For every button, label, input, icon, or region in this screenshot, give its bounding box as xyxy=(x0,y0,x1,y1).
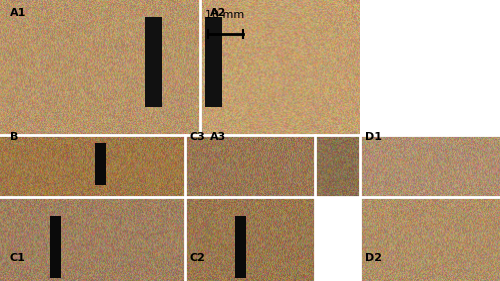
Text: A1: A1 xyxy=(10,8,26,19)
FancyBboxPatch shape xyxy=(145,17,162,107)
Text: A3: A3 xyxy=(210,132,226,142)
FancyBboxPatch shape xyxy=(50,216,61,278)
Text: C2: C2 xyxy=(190,253,206,263)
Text: D2: D2 xyxy=(365,253,382,263)
Text: 10 mm: 10 mm xyxy=(206,10,244,20)
FancyBboxPatch shape xyxy=(235,216,246,278)
Text: C1: C1 xyxy=(10,253,26,263)
Text: D1: D1 xyxy=(365,132,382,142)
FancyBboxPatch shape xyxy=(95,143,106,185)
Text: C3: C3 xyxy=(190,132,206,142)
FancyBboxPatch shape xyxy=(205,17,222,107)
Text: B: B xyxy=(10,132,18,142)
Text: A2: A2 xyxy=(210,8,226,19)
